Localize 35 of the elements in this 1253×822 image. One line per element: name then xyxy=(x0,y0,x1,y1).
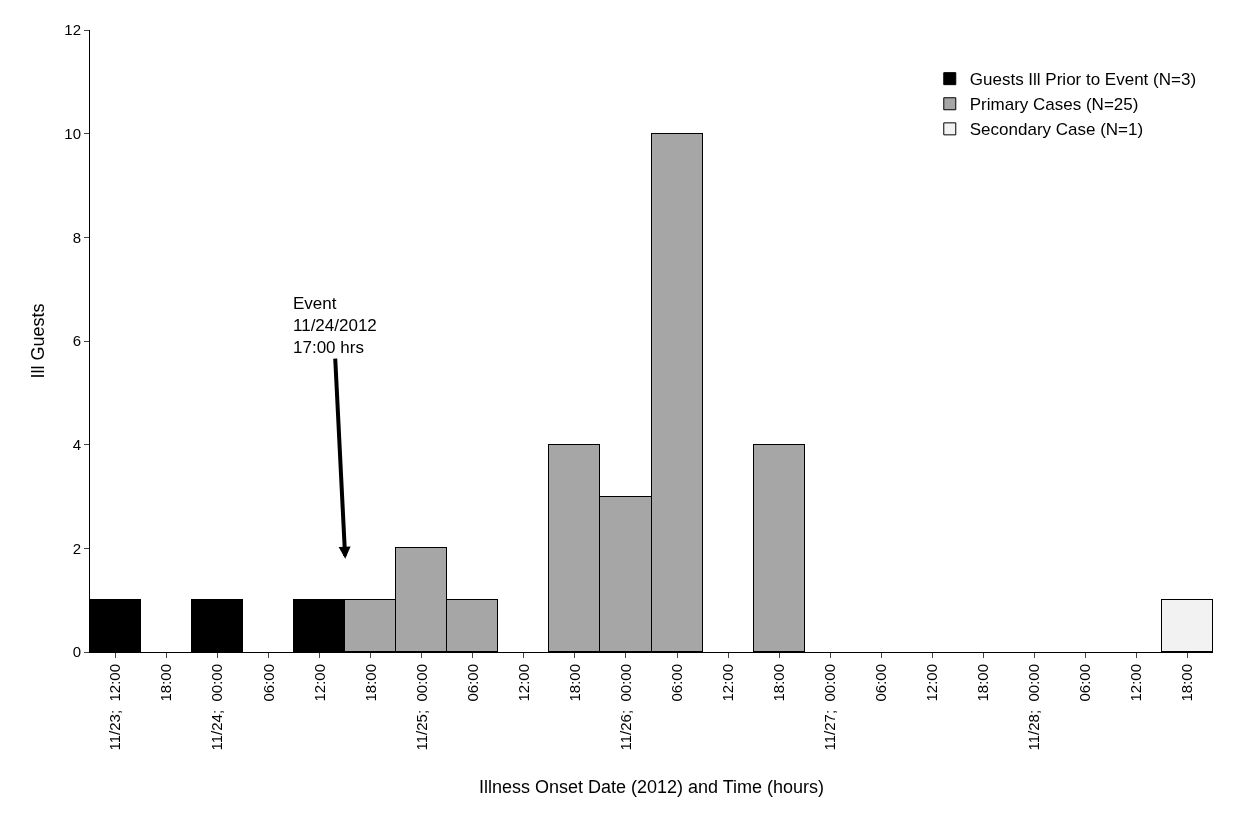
y-tick-label: 10 xyxy=(64,124,81,142)
x-tick-label: 11/23; 12:00 xyxy=(106,664,124,751)
x-tick-label: 18:00 xyxy=(769,664,787,702)
x-tick-label: 06:00 xyxy=(259,664,277,702)
legend-label: Guests Ill Prior to Event (N=3) xyxy=(969,70,1197,90)
x-tick-label: 12:00 xyxy=(718,664,736,702)
y-axis-title: Ill Guests xyxy=(27,303,48,379)
x-tick-label: 12:00 xyxy=(514,664,532,702)
x-tick-label: 18:00 xyxy=(974,664,992,702)
x-tick-label: 06:00 xyxy=(463,664,481,702)
x-tick-label: 18:00 xyxy=(157,664,175,702)
x-axis-title: Illness Onset Date (2012) and Time (hours) xyxy=(478,776,825,797)
x-tick-label: 12:00 xyxy=(923,664,941,702)
y-tick-label: 4 xyxy=(72,435,81,453)
y-tick-label: 12 xyxy=(64,21,81,39)
x-tick-label: 11/26; 00:00 xyxy=(616,664,634,751)
x-tick-label: 06:00 xyxy=(667,664,685,702)
annotation: Event 11/24/2012 17:00 hrs xyxy=(293,294,377,358)
x-tick-label: 11/28; 00:00 xyxy=(1025,664,1043,751)
legend-label: Secondary Case (N=1) xyxy=(969,120,1144,140)
x-tick-label: 18:00 xyxy=(361,664,379,702)
x-tick-label: 12:00 xyxy=(1127,664,1145,702)
y-tick-label: 0 xyxy=(72,643,81,661)
x-tick-label: 06:00 xyxy=(1076,664,1094,702)
x-tick-label: 18:00 xyxy=(1178,664,1196,702)
y-tick-label: 8 xyxy=(72,228,81,246)
x-tick-label: 11/24; 00:00 xyxy=(208,664,226,751)
x-tick-label: 11/25; 00:00 xyxy=(412,664,430,751)
legend-label: Primary Cases (N=25) xyxy=(969,95,1139,115)
x-tick-label: 06:00 xyxy=(872,664,890,702)
x-tick-label: 11/27; 00:00 xyxy=(821,664,839,751)
y-tick-label: 6 xyxy=(72,332,81,350)
x-tick-label: 18:00 xyxy=(565,664,583,702)
y-tick-label: 2 xyxy=(72,539,81,557)
x-tick-label: 12:00 xyxy=(310,664,328,702)
